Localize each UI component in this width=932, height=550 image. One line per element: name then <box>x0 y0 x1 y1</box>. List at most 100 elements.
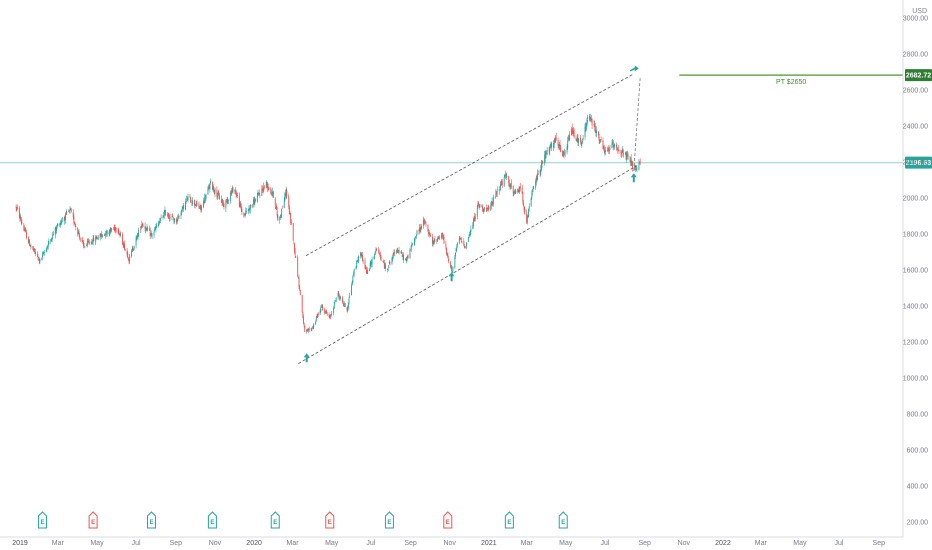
candle-body <box>217 193 219 196</box>
candle <box>621 145 623 153</box>
candle <box>369 260 371 270</box>
candle-body <box>18 207 20 218</box>
candle-body <box>458 238 460 244</box>
earnings-marker[interactable]: E <box>37 511 47 529</box>
candle-body <box>398 249 400 253</box>
candle-body <box>402 254 404 258</box>
candle <box>450 266 452 270</box>
candle <box>607 148 609 152</box>
candle <box>544 150 546 163</box>
candle-body <box>492 202 494 205</box>
candle-body <box>73 216 75 223</box>
candle <box>468 234 470 239</box>
candle-body <box>580 141 582 146</box>
projection-line[interactable] <box>633 77 641 172</box>
candle <box>104 233 106 237</box>
time-axis[interactable]: 2019 Mar May Jul Sep Nov 2020 Mar May Jul Sep Nov 20… <box>0 536 903 547</box>
candle-body <box>412 243 413 245</box>
price-axis[interactable]: 200.00 400.00 600.00 800.00 1000.00 1200.00 14… <box>902 0 928 537</box>
candle-body <box>210 180 211 184</box>
candle <box>190 199 192 204</box>
candle-body <box>106 231 108 235</box>
candle-body <box>391 257 393 264</box>
candle <box>99 233 101 241</box>
candle-body <box>445 243 447 248</box>
candle <box>335 300 336 302</box>
candle <box>81 236 83 243</box>
candle <box>347 302 349 311</box>
candle <box>207 186 209 195</box>
candle-body <box>347 303 349 308</box>
candle-body <box>503 176 505 186</box>
candle <box>560 145 562 153</box>
earnings-marker[interactable]: E <box>146 511 156 529</box>
earnings-marker[interactable]: E <box>443 511 453 529</box>
earnings-marker[interactable]: E <box>270 511 280 529</box>
earnings-marker[interactable]: E <box>558 511 568 529</box>
candle <box>47 245 49 249</box>
candle <box>402 254 404 260</box>
candle-body <box>351 281 353 285</box>
channel-upper-line[interactable] <box>305 73 634 256</box>
candle-body <box>409 249 411 259</box>
candle <box>562 150 564 157</box>
candle-body <box>518 190 520 193</box>
earnings-marker[interactable]: E <box>325 511 335 529</box>
candle <box>514 189 515 195</box>
candle <box>510 179 512 190</box>
candle <box>394 249 396 257</box>
candle <box>261 185 263 197</box>
candle-body <box>253 199 254 204</box>
candle <box>294 247 296 259</box>
earnings-marker[interactable]: E <box>88 511 98 529</box>
candle <box>280 214 282 219</box>
candle <box>582 134 584 141</box>
candle-body <box>335 300 336 302</box>
candle <box>383 259 385 264</box>
candle-body <box>397 250 399 253</box>
candle <box>353 271 354 277</box>
candle <box>464 243 465 249</box>
candle-body <box>42 252 44 255</box>
candle-body <box>126 249 128 255</box>
candle-body <box>406 255 408 258</box>
candle-body <box>428 231 429 234</box>
candle-body <box>528 208 530 218</box>
candle <box>274 197 276 210</box>
candle <box>320 305 322 313</box>
earnings-marker[interactable]: E <box>207 511 217 529</box>
current-price-level[interactable]: 2196.63 <box>0 156 932 169</box>
candle-body <box>410 249 412 251</box>
candle <box>587 114 589 124</box>
earnings-marker[interactable]: E <box>384 511 394 529</box>
candle-body <box>234 189 236 192</box>
candle-body <box>433 239 435 243</box>
candle <box>358 255 360 263</box>
candle-body <box>512 186 514 193</box>
candle <box>57 222 59 227</box>
candle <box>410 244 412 253</box>
candle <box>604 149 606 156</box>
candle-body <box>159 221 161 223</box>
candle-body <box>70 208 72 211</box>
candle-body <box>276 210 278 216</box>
earnings-marker[interactable]: E <box>504 511 514 529</box>
candle <box>465 246 467 248</box>
candle-body <box>401 254 403 257</box>
candle-body <box>212 187 214 191</box>
candle <box>528 208 530 218</box>
x-tick-label: 2021 <box>481 540 497 547</box>
candle <box>396 249 397 255</box>
candle <box>472 217 474 229</box>
candle <box>198 201 200 209</box>
price-target-level[interactable]: PT $2650 2682.72 <box>679 69 932 86</box>
candle <box>180 211 182 220</box>
channel-lower-line[interactable] <box>298 165 638 364</box>
candle <box>154 226 156 231</box>
candle-body <box>141 224 143 227</box>
candle <box>245 208 247 214</box>
candle-body <box>79 237 81 239</box>
candle <box>428 228 429 237</box>
candle-body <box>34 251 36 255</box>
